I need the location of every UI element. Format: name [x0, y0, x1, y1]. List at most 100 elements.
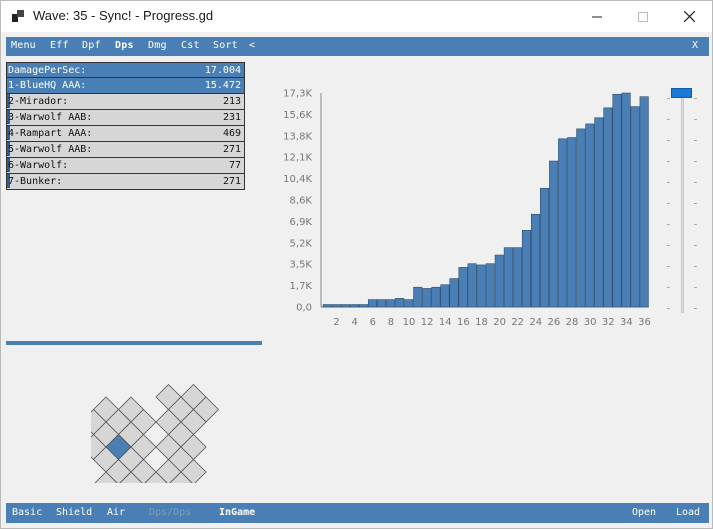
load-button[interactable]: Load	[676, 507, 701, 518]
grid-cell[interactable]	[155, 458, 182, 484]
x-tick-label: 32	[602, 317, 615, 328]
chart-bar	[503, 247, 513, 308]
chart-bar	[367, 299, 378, 308]
grid-cell[interactable]	[130, 458, 157, 484]
x-tick-label: 18	[475, 317, 488, 328]
slider-tick	[694, 119, 697, 120]
stat-row-label: 1-BlueHQ AAA:	[8, 80, 87, 91]
stat-row-marker	[7, 110, 10, 124]
slider-tick	[667, 308, 670, 309]
chart-bar	[485, 263, 495, 308]
menu-item-eff[interactable]: Eff	[50, 40, 69, 51]
chart-bar	[567, 137, 577, 308]
stat-row-value: 15.472	[204, 80, 241, 91]
grid-cell[interactable]	[94, 471, 119, 483]
stat-row-label: 5-Warwolf AAB:	[8, 144, 93, 155]
chart-bar	[585, 123, 595, 308]
slider-tick	[694, 308, 697, 309]
stat-row[interactable]: 2-Mirador: 213	[6, 94, 245, 110]
x-tick-label: 4	[352, 317, 358, 328]
slider-tick	[667, 203, 670, 204]
slider-thumb[interactable]	[671, 88, 692, 98]
slider-tick	[694, 203, 697, 204]
open-button[interactable]: Open	[632, 507, 657, 518]
grid-cell[interactable]	[144, 471, 169, 483]
chart-bar	[549, 160, 559, 308]
build-grid-map[interactable]	[91, 343, 221, 483]
panel-divider[interactable]	[6, 341, 262, 345]
stat-row-value: 77	[228, 160, 241, 171]
y-tick-label: 1,7K	[290, 281, 313, 292]
x-tick-label: 12	[421, 317, 434, 328]
y-tick-label: 12,1K	[283, 153, 312, 164]
menu-item-dps[interactable]: Dps	[115, 40, 134, 51]
grid-cell[interactable]	[180, 458, 207, 484]
x-tick-label: 6	[370, 317, 376, 328]
y-tick-label: 15,6K	[283, 110, 312, 121]
stat-row[interactable]: 3-Warwolf AAB: 231	[6, 110, 245, 126]
x-tick-label: 8	[388, 317, 394, 328]
bottom-tab-air[interactable]: Air	[107, 507, 126, 518]
stat-row-value: 231	[222, 112, 241, 123]
chart-bar	[530, 213, 541, 308]
bottom-tab-basic[interactable]: Basic	[12, 507, 43, 518]
x-tick-label: 20	[493, 317, 506, 328]
chart-bar	[404, 299, 414, 308]
stat-row[interactable]: 1-BlueHQ AAA: 15.472	[6, 78, 245, 94]
title-bar: Wave: 35 - Sync! - Progress.gd	[1, 1, 712, 32]
minimize-button[interactable]	[574, 1, 620, 32]
grid-cell[interactable]	[105, 458, 132, 484]
chart-bar	[386, 299, 396, 308]
slider-tick	[694, 224, 697, 225]
stat-row-label: 7-Bunker:	[8, 176, 63, 187]
stat-row-value: 271	[222, 144, 241, 155]
app-icon	[12, 10, 24, 22]
x-tick-label: 30	[584, 317, 597, 328]
slider-tick	[694, 182, 697, 183]
menu-item-cst[interactable]: Cst	[181, 40, 200, 51]
close-window-button[interactable]	[666, 1, 712, 32]
chart-bar	[558, 138, 568, 308]
slider-track	[681, 88, 684, 313]
bottom-tab-ingame[interactable]: InGame	[219, 507, 256, 518]
stat-row[interactable]: 4-Rampart AAA: 469	[6, 126, 245, 142]
maximize-button[interactable]	[620, 1, 666, 32]
y-tick-label: 5,2K	[290, 238, 313, 249]
menu-item-back[interactable]: <	[249, 40, 256, 51]
y-tick-label: 0,0	[296, 303, 312, 314]
x-tick-label: 28	[566, 317, 579, 328]
stat-row[interactable]: 5-Warwolf AAB: 271	[6, 142, 245, 158]
bottom-bar: Basic Shield Air Dps/Dps InGame Open Loa…	[6, 503, 709, 523]
menu-item-menu[interactable]: Menu	[11, 40, 36, 51]
chart-bar	[458, 267, 468, 308]
stat-row-marker	[7, 126, 10, 140]
menu-item-dpf[interactable]: Dpf	[82, 40, 101, 51]
chart-bar	[431, 286, 441, 308]
menu-item-sort[interactable]: Sort	[213, 40, 238, 51]
stat-row[interactable]: 7-Bunker: 271	[6, 174, 245, 190]
menu-item-dmg[interactable]: Dmg	[148, 40, 167, 51]
slider-tick	[694, 245, 697, 246]
stat-row[interactable]: 6-Warwolf: 77	[6, 158, 245, 174]
menu-close-button[interactable]: X	[692, 40, 699, 51]
wave-slider[interactable]	[663, 83, 703, 315]
y-tick-label: 8,6K	[290, 196, 313, 207]
x-tick-label: 34	[620, 317, 633, 328]
slider-tick	[667, 140, 670, 141]
stat-row-label: 6-Warwolf:	[8, 160, 69, 171]
x-tick-label: 36	[638, 317, 651, 328]
chart-bar	[576, 128, 586, 308]
slider-tick	[667, 182, 670, 183]
chart-bar	[377, 299, 387, 308]
maximize-icon	[638, 11, 648, 22]
chart-bar	[349, 304, 359, 308]
chart-bar	[467, 263, 477, 308]
bottom-tab-shield[interactable]: Shield	[56, 507, 93, 518]
chart-bar	[512, 247, 522, 308]
grid-cell[interactable]	[169, 471, 194, 483]
chart-bar	[413, 286, 423, 308]
slider-tick	[694, 161, 697, 162]
y-tick-label: 6,9K	[290, 217, 313, 228]
grid-cell[interactable]	[119, 471, 144, 483]
